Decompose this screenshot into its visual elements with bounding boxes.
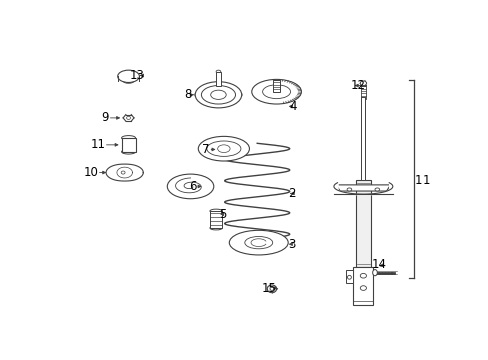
Ellipse shape (195, 82, 241, 108)
Ellipse shape (194, 93, 198, 97)
Text: 15: 15 (261, 282, 276, 294)
Polygon shape (346, 270, 352, 283)
Ellipse shape (262, 85, 290, 99)
Text: 9: 9 (102, 111, 109, 125)
Ellipse shape (269, 287, 273, 291)
Ellipse shape (347, 275, 351, 279)
Text: 4: 4 (288, 100, 296, 113)
Ellipse shape (216, 84, 220, 87)
Ellipse shape (122, 149, 135, 154)
Ellipse shape (244, 237, 272, 249)
Ellipse shape (198, 136, 249, 161)
Ellipse shape (118, 70, 139, 82)
Ellipse shape (360, 81, 366, 86)
Ellipse shape (209, 209, 222, 213)
Text: 5: 5 (218, 208, 226, 221)
Ellipse shape (238, 93, 242, 97)
Ellipse shape (360, 274, 366, 278)
Text: 12: 12 (350, 79, 365, 92)
Bar (352, 266, 373, 305)
Ellipse shape (121, 171, 125, 174)
Bar (216, 72, 220, 86)
Ellipse shape (210, 90, 226, 99)
Ellipse shape (126, 116, 130, 120)
Ellipse shape (206, 141, 241, 156)
Ellipse shape (374, 188, 379, 191)
Text: 3: 3 (287, 238, 295, 251)
Ellipse shape (251, 80, 301, 104)
Ellipse shape (360, 286, 366, 291)
Ellipse shape (123, 78, 134, 83)
Text: 8: 8 (183, 88, 191, 101)
Ellipse shape (167, 174, 213, 199)
Ellipse shape (122, 136, 135, 140)
Text: 14: 14 (371, 258, 386, 271)
Text: 6: 6 (189, 180, 196, 193)
Ellipse shape (201, 86, 235, 104)
Ellipse shape (217, 145, 230, 153)
Text: 1: 1 (414, 174, 422, 187)
Ellipse shape (372, 270, 377, 276)
Bar (122, 138, 135, 152)
Text: 7: 7 (202, 143, 209, 156)
Text: 13: 13 (130, 69, 144, 82)
Text: 11: 11 (90, 138, 105, 151)
Bar (209, 211, 222, 228)
Ellipse shape (229, 230, 287, 255)
Ellipse shape (206, 147, 210, 150)
Ellipse shape (267, 285, 276, 293)
Text: 1: 1 (422, 174, 429, 187)
Ellipse shape (209, 226, 222, 230)
Text: 10: 10 (83, 166, 98, 179)
Polygon shape (336, 185, 390, 191)
Ellipse shape (346, 188, 351, 191)
Bar (355, 180, 370, 266)
Polygon shape (106, 164, 143, 181)
Ellipse shape (216, 70, 220, 73)
Text: 2: 2 (287, 187, 295, 200)
Ellipse shape (237, 147, 241, 150)
Bar (272, 80, 280, 93)
Bar (361, 97, 365, 180)
